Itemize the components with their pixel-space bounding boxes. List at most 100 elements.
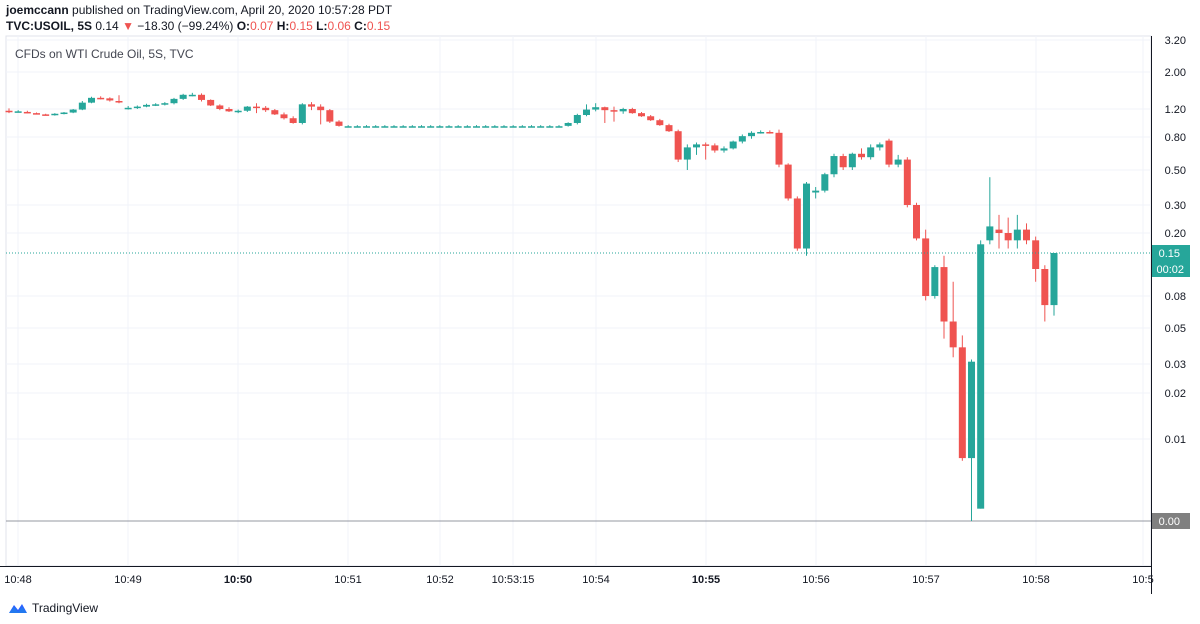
candle-body <box>363 126 370 128</box>
candlestick-chart[interactable]: 3.20 2.00 1.20 0.80 0.50 0.30 0.20 0.08 0.05 0.03… <box>0 0 1200 600</box>
candle-body <box>372 126 380 128</box>
candle <box>528 125 535 128</box>
candle <box>748 131 755 139</box>
candle <box>161 102 169 106</box>
candle <box>78 101 86 111</box>
candle <box>5 108 13 114</box>
candle-body <box>427 126 435 128</box>
candle <box>720 146 728 153</box>
candle <box>23 110 31 114</box>
candle <box>500 125 508 128</box>
candle <box>601 106 609 123</box>
candle <box>152 103 160 107</box>
candle <box>628 107 636 114</box>
candle <box>949 281 957 358</box>
candle <box>638 111 645 117</box>
candle-body <box>445 126 453 128</box>
close-value: 0.15 <box>366 19 391 33</box>
candle <box>738 134 746 144</box>
low-value: 0.06 <box>327 19 351 33</box>
candle <box>839 153 847 170</box>
candle-body <box>198 94 205 100</box>
candle <box>674 129 682 163</box>
candle-body <box>271 110 279 115</box>
candle <box>977 240 985 509</box>
candle-body <box>729 141 737 149</box>
candle-body <box>143 104 150 107</box>
candle <box>124 106 132 110</box>
candle-body <box>766 132 774 134</box>
candle-body <box>317 106 325 111</box>
candle <box>876 142 884 151</box>
candle-body <box>207 99 215 106</box>
candle-body <box>784 164 792 199</box>
candle-body <box>88 97 95 103</box>
x-tick-label: 10:51 <box>334 574 362 586</box>
candle <box>436 125 444 128</box>
candle <box>656 118 664 126</box>
candle <box>298 103 306 125</box>
candle-body <box>949 321 957 348</box>
candle <box>482 125 490 128</box>
last-price: 0.14 <box>95 19 119 33</box>
candle-body <box>812 190 820 193</box>
x-tick-label: 10:53:15 <box>492 574 535 586</box>
candle <box>42 113 50 116</box>
candle-body <box>583 109 590 116</box>
candle <box>344 125 352 128</box>
candle-body <box>913 205 920 239</box>
candle <box>858 148 865 160</box>
candle <box>546 125 554 128</box>
candle <box>97 96 105 100</box>
y-tick-label: 0.30 <box>1165 200 1186 212</box>
candle <box>683 144 691 170</box>
x-tick-label: 10:50 <box>224 574 252 586</box>
candle <box>216 104 224 111</box>
candle-body <box>922 238 930 296</box>
candle <box>133 105 141 109</box>
candle <box>555 125 563 128</box>
candle <box>51 113 59 116</box>
candle <box>729 140 737 150</box>
high-label: H: <box>276 19 290 33</box>
candle-body <box>674 131 682 160</box>
candle <box>931 265 939 299</box>
candle <box>913 202 920 241</box>
candle-body <box>977 244 985 509</box>
candle-body <box>234 110 242 113</box>
candle-body <box>803 183 810 249</box>
candle-body <box>115 101 123 103</box>
candle <box>793 196 801 251</box>
candle-body <box>711 145 719 151</box>
symbol-label: TVC:USOIL, 5S <box>6 19 93 33</box>
candle-body <box>528 126 535 128</box>
x-tick-label: 10:5 <box>1132 574 1153 586</box>
candle <box>69 109 77 114</box>
candle-body <box>775 132 783 165</box>
tradingview-brand[interactable]: TradingView <box>8 601 98 615</box>
candle <box>427 125 435 128</box>
x-tick-label: 10:48 <box>4 574 32 586</box>
candle <box>445 125 453 128</box>
zero-label-bg <box>1152 513 1190 529</box>
candle-body <box>326 110 334 122</box>
candle-body <box>665 125 673 132</box>
candle-body <box>546 126 554 128</box>
y-tick-label: 0.08 <box>1165 291 1186 303</box>
candle <box>702 142 710 160</box>
candle-body <box>344 126 352 128</box>
candle <box>88 96 95 104</box>
candle-body <box>1004 233 1012 241</box>
candle <box>399 125 407 128</box>
author-name[interactable]: joemccann <box>6 3 69 17</box>
candle-body <box>592 107 600 110</box>
price-change: −18.30 (−99.24%) <box>137 19 234 33</box>
candle-body <box>702 144 710 146</box>
candle <box>491 125 499 128</box>
candle <box>867 144 875 160</box>
symbol-info: TVC:USOIL, 5S 0.14 ▼ −18.30 (−99.24%) O:… <box>6 19 390 33</box>
candle-body <box>638 113 645 117</box>
y-tick-label: 0.01 <box>1165 434 1186 446</box>
candle-body <box>693 144 700 148</box>
candle <box>14 110 22 113</box>
